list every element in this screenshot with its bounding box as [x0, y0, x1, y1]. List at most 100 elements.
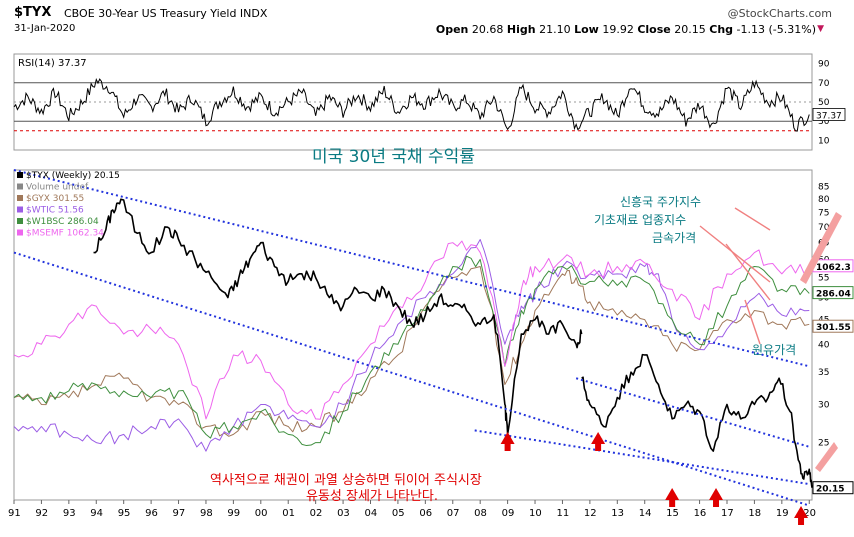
- x-tick-label: 98: [200, 508, 213, 519]
- high-label: High: [506, 23, 536, 36]
- x-tick-label: 06: [419, 508, 432, 519]
- annotation-note-line2: 유동성 장세가 나타난다.: [306, 489, 438, 504]
- bottom-marker-arrow: [794, 506, 809, 525]
- trendline-4: [575, 377, 810, 448]
- rsi-tick-label: 50: [818, 98, 830, 108]
- series-msemf: [13, 240, 810, 420]
- rsi-label: RSI(14) 37.37: [18, 58, 87, 69]
- x-tick-label: 08: [474, 508, 487, 519]
- pointer-gyx: [725, 243, 771, 301]
- close-value: 20.15: [674, 23, 706, 36]
- legend-entry: $TYX (Weekly) 20.15: [26, 171, 120, 181]
- rsi-tick-label: 90: [818, 60, 830, 70]
- legend-swatch: [17, 229, 23, 236]
- x-tick-label: 01: [282, 508, 295, 519]
- legend-entry: $W1BSC 286.04: [26, 217, 99, 227]
- series-tyx-later: [581, 353, 813, 488]
- x-tick-label: 04: [364, 508, 377, 519]
- x-tick-label: 20: [803, 508, 816, 519]
- series-tyx: [93, 198, 583, 436]
- trendline-2: [13, 251, 810, 507]
- annotation-w1bsc: 기초재료 업종지수: [594, 213, 686, 227]
- x-tick-label: 93: [63, 508, 76, 519]
- y-tick-label: 55: [818, 274, 829, 284]
- legend-swatch: [17, 172, 23, 178]
- low-label: Low: [574, 23, 599, 36]
- series-wtic: [13, 238, 810, 452]
- pointer-wtic: [744, 299, 761, 345]
- series-gyx: [13, 266, 810, 437]
- y-tick-label: 30: [818, 400, 830, 410]
- y-tick-label: 70: [818, 223, 830, 233]
- x-tick-label: 07: [447, 508, 460, 519]
- y-tick-label: 25: [818, 439, 829, 449]
- quote-readout: Open 20.68 High 21.10 Low 19.92 Close 20…: [436, 24, 816, 35]
- bottom-marker-arrow: [665, 488, 680, 507]
- legend-swatch: [17, 206, 23, 213]
- x-tick-label: 15: [666, 508, 679, 519]
- legend-entry: $GYX 301.55: [26, 194, 84, 204]
- rsi-value-badge: [812, 108, 846, 121]
- triangle-down-icon: ▼: [817, 24, 824, 34]
- x-tick-label: 95: [118, 508, 131, 519]
- annotation-wtic: 원유가격: [752, 343, 796, 357]
- y-tick-label: 40: [818, 340, 830, 350]
- pointer-msemf: [734, 207, 771, 231]
- annotation-msemf: 신흥국 주가지수: [620, 195, 701, 209]
- value-badge-text: 20.15: [816, 485, 844, 495]
- x-tick-label: 94: [90, 508, 103, 519]
- annotation-title: 미국 30년 국채 수익률: [312, 147, 475, 167]
- bottom-marker-arrow: [500, 432, 515, 451]
- x-tick-label: 10: [529, 508, 542, 519]
- open-value: 20.68: [471, 23, 504, 36]
- rsi-tick-label: 30: [818, 117, 830, 127]
- rsi-line: [13, 77, 810, 132]
- x-tick-label: 09: [502, 508, 515, 519]
- y-tick-label: 85: [818, 183, 829, 193]
- annotation-note-line1: 역사적으로 채권이 과열 상승하면 뒤이어 주식시장: [210, 473, 482, 488]
- x-tick-label: 13: [611, 508, 624, 519]
- x-tick-label: 02: [310, 508, 323, 519]
- x-tick-label: 05: [392, 508, 405, 519]
- x-tick-label: 92: [35, 508, 48, 519]
- date-label: 31-Jan-2020: [14, 23, 76, 34]
- rsi-tick-label: 10: [818, 136, 830, 146]
- x-tick-label: 03: [337, 508, 350, 519]
- low-value: 19.92: [602, 23, 634, 36]
- up-trend-arrow-2: [815, 442, 838, 472]
- close-label: Close: [637, 23, 671, 36]
- x-tick-label: 99: [227, 508, 240, 519]
- open-label: Open: [435, 23, 469, 36]
- high-value: 21.10: [539, 23, 571, 36]
- legend-entry: Volume undef: [26, 183, 89, 193]
- x-tick-label: 96: [145, 508, 158, 519]
- trendline-3: [474, 429, 810, 486]
- bottom-marker-arrow: [591, 432, 606, 451]
- chg-value: -1.13 (-5.31%): [736, 23, 816, 36]
- y-tick-label: 35: [818, 368, 829, 378]
- x-tick-label: 97: [173, 508, 186, 519]
- chg-label: Chg: [709, 23, 734, 36]
- ticker-symbol: $TYX: [14, 5, 52, 20]
- y-tick-label: 80: [818, 195, 830, 205]
- legend-swatch: [17, 218, 23, 224]
- x-tick-label: 19: [776, 508, 789, 519]
- main-panel-frame: [13, 169, 813, 501]
- rsi-value-badge-text: 37.37: [816, 111, 842, 121]
- x-tick-label: 00: [255, 508, 268, 519]
- chart-title: CBOE 30-Year US Treasury Yield INDX: [64, 7, 268, 20]
- pointer-w1bsc: [699, 225, 771, 283]
- legend-entry: $MSEMF 1062.34: [26, 229, 104, 239]
- y-tick-label: 75: [818, 209, 829, 219]
- value-badge-text: 301.55: [816, 323, 851, 333]
- legend-swatch: [17, 195, 23, 201]
- value-badge: [812, 286, 854, 300]
- legend-entry: $WTIC 51.56: [26, 206, 84, 216]
- value-badge: [812, 319, 854, 333]
- legend-swatch: [17, 183, 23, 190]
- trendline-1: [13, 169, 810, 368]
- x-tick-label: 91: [8, 508, 21, 519]
- x-tick-label: 17: [721, 508, 734, 519]
- up-trend-arrow-1: [800, 212, 842, 284]
